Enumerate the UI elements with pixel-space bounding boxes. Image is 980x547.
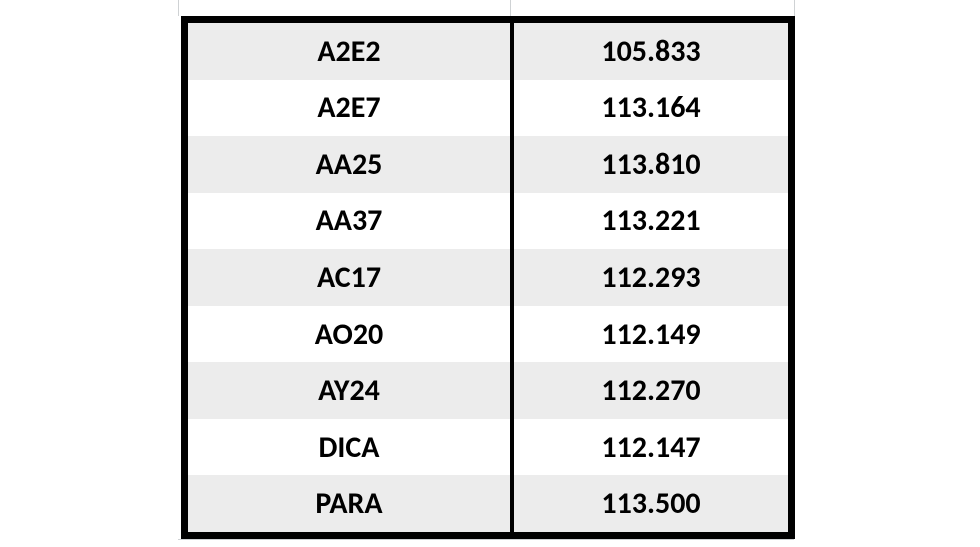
cell-ticker: AA25	[188, 136, 512, 193]
cell-ticker: AY24	[188, 362, 512, 419]
cell-value: 113.500	[512, 475, 788, 532]
table-row: PARA113.500	[188, 475, 788, 532]
cell-ticker: A2E7	[188, 80, 512, 137]
table-row: A2E2105.833	[188, 23, 788, 80]
gridline-vertical	[794, 0, 795, 16]
cell-value: 112.270	[512, 362, 788, 419]
cell-value: 113.164	[512, 80, 788, 137]
cell-value: 113.810	[512, 136, 788, 193]
cell-value: 113.221	[512, 193, 788, 250]
table-row: AA25113.810	[188, 136, 788, 193]
cell-ticker: AC17	[188, 249, 512, 306]
cell-value: 112.293	[512, 249, 788, 306]
cell-ticker: PARA	[188, 475, 512, 532]
table-row: AY24112.270	[188, 362, 788, 419]
table-row: AO20112.149	[188, 306, 788, 363]
cell-value: 112.149	[512, 306, 788, 363]
cell-ticker: AO20	[188, 306, 512, 363]
gridline-vertical	[178, 0, 179, 16]
table-row: AC17112.293	[188, 249, 788, 306]
cell-ticker: AA37	[188, 193, 512, 250]
cell-ticker: DICA	[188, 419, 512, 476]
gridline-vertical	[510, 0, 511, 16]
gridline-horizontal	[178, 539, 794, 540]
table-row: AA37113.221	[188, 193, 788, 250]
spreadsheet-region: A2E2105.833A2E7113.164AA25113.810AA37113…	[0, 0, 980, 547]
cell-value: 112.147	[512, 419, 788, 476]
cell-value: 105.833	[512, 23, 788, 80]
table-row: A2E7113.164	[188, 80, 788, 137]
table-row: DICA112.147	[188, 419, 788, 476]
data-table: A2E2105.833A2E7113.164AA25113.810AA37113…	[181, 16, 795, 539]
cell-ticker: A2E2	[188, 23, 512, 80]
